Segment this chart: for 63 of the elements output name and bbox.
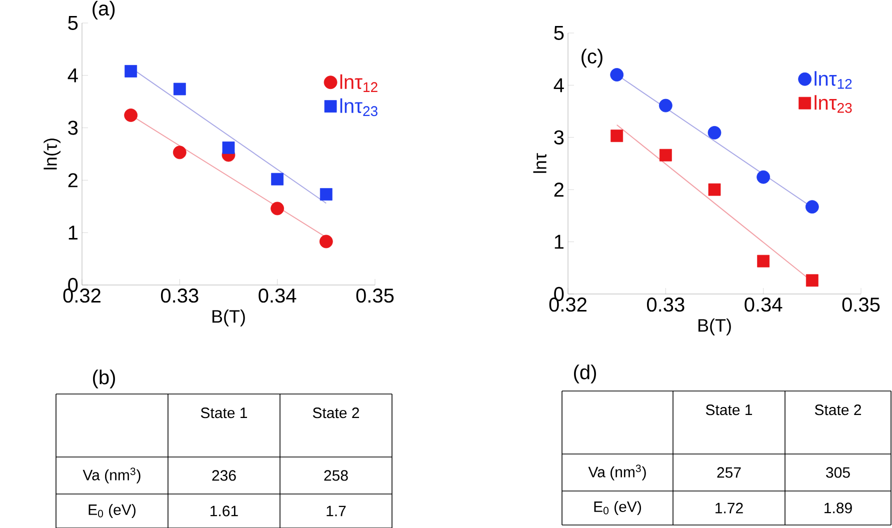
category-label: E$_{0}$ (eV) xyxy=(594,501,641,515)
point xyxy=(708,126,722,140)
category-label: Va (nm$^{3}$) xyxy=(588,464,646,480)
text: 1.72 xyxy=(716,502,743,514)
legend-label: lnτ$_{12}$ xyxy=(814,71,852,89)
text: 1.7 xyxy=(326,506,346,516)
text: 257 xyxy=(717,467,741,478)
chart-title: (a) xyxy=(92,0,115,20)
point xyxy=(658,98,672,112)
y-tick-label: 2 xyxy=(554,182,564,197)
category-label: State 1 xyxy=(706,404,752,416)
y-tick-label: 5 xyxy=(554,26,564,40)
point xyxy=(172,146,186,160)
text: (c) xyxy=(582,48,602,68)
x-tick-label: 0.34 xyxy=(258,288,296,303)
x-axis-title: B(T) xyxy=(698,318,731,336)
point xyxy=(124,65,138,78)
x-tick-label: 0.35 xyxy=(356,288,394,303)
category-label: Va (nm$^{3}$) xyxy=(82,468,140,484)
x-tick-label: 0.34 xyxy=(744,298,782,312)
legend-label: lnτ$_{12}$ xyxy=(340,74,378,92)
y-tick-label: 4 xyxy=(68,68,78,82)
text: (d) xyxy=(574,364,596,384)
point xyxy=(756,170,770,184)
text: 1.61 xyxy=(210,506,238,516)
text: 1.89 xyxy=(824,502,852,514)
point xyxy=(319,234,333,248)
point xyxy=(659,148,672,162)
y-tick-label: 1 xyxy=(68,226,78,240)
point xyxy=(124,108,138,122)
legend-label: lnτ$_{23}$ xyxy=(340,98,378,116)
x-tick-label: 0.33 xyxy=(646,298,684,312)
y-tick-label: 5 xyxy=(68,16,78,30)
point xyxy=(320,188,332,201)
legend-label: lnτ$_{23}$ xyxy=(814,95,852,113)
text: 236 xyxy=(212,470,236,481)
x-axis-title: B(T) xyxy=(212,310,245,326)
point xyxy=(271,172,284,186)
y-tick-label: 2 xyxy=(68,173,78,188)
text: 305 xyxy=(826,467,850,478)
point xyxy=(708,183,721,196)
text: 258 xyxy=(324,470,348,481)
point xyxy=(805,200,819,214)
category-label: State 1 xyxy=(200,408,248,418)
text: (b) xyxy=(93,370,115,388)
point xyxy=(222,142,235,154)
category-label: E$_{0}$ (eV) xyxy=(88,504,136,518)
y-tick-label: 3 xyxy=(554,130,564,144)
y-axis-title: ln(τ) xyxy=(44,138,60,170)
y-tick-label: 1 xyxy=(554,234,564,249)
point xyxy=(270,202,284,216)
x-tick-label: 0.33 xyxy=(160,288,198,303)
category-label: State 2 xyxy=(312,408,360,418)
x-tick-label: 0.35 xyxy=(842,298,880,312)
point xyxy=(757,254,770,268)
category-label: State 2 xyxy=(814,404,862,416)
point xyxy=(610,130,624,142)
point xyxy=(173,82,186,96)
y-tick-label: 3 xyxy=(68,120,78,135)
point xyxy=(610,68,624,82)
y-tick-label: 4 xyxy=(554,78,564,92)
y-axis-title: lnτ xyxy=(533,153,546,173)
point xyxy=(806,274,818,287)
